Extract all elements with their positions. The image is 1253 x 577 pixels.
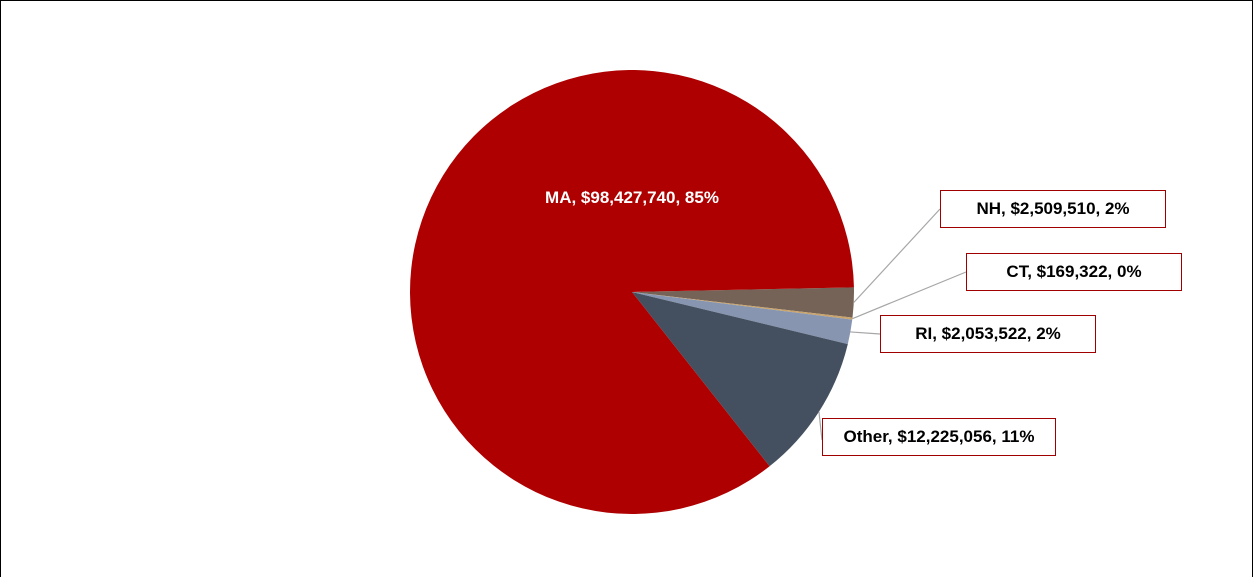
data-label: CT, $169,322, 0% [966,253,1182,291]
pie-slice [632,292,853,345]
pie-slice [632,292,853,320]
leader-line [852,271,967,320]
pie-slice [632,292,848,467]
pie-slice [632,287,854,318]
leader-line [818,411,823,441]
leader-line [853,208,941,303]
data-label: MA, $98,427,740, 85% [545,188,719,207]
data-label: NH, $2,509,510, 2% [940,190,1166,228]
data-label: RI, $2,053,522, 2% [880,315,1096,353]
leader-line [850,331,881,335]
data-label: Other, $12,225,056, 11% [822,418,1056,456]
pie-slice [410,70,854,515]
